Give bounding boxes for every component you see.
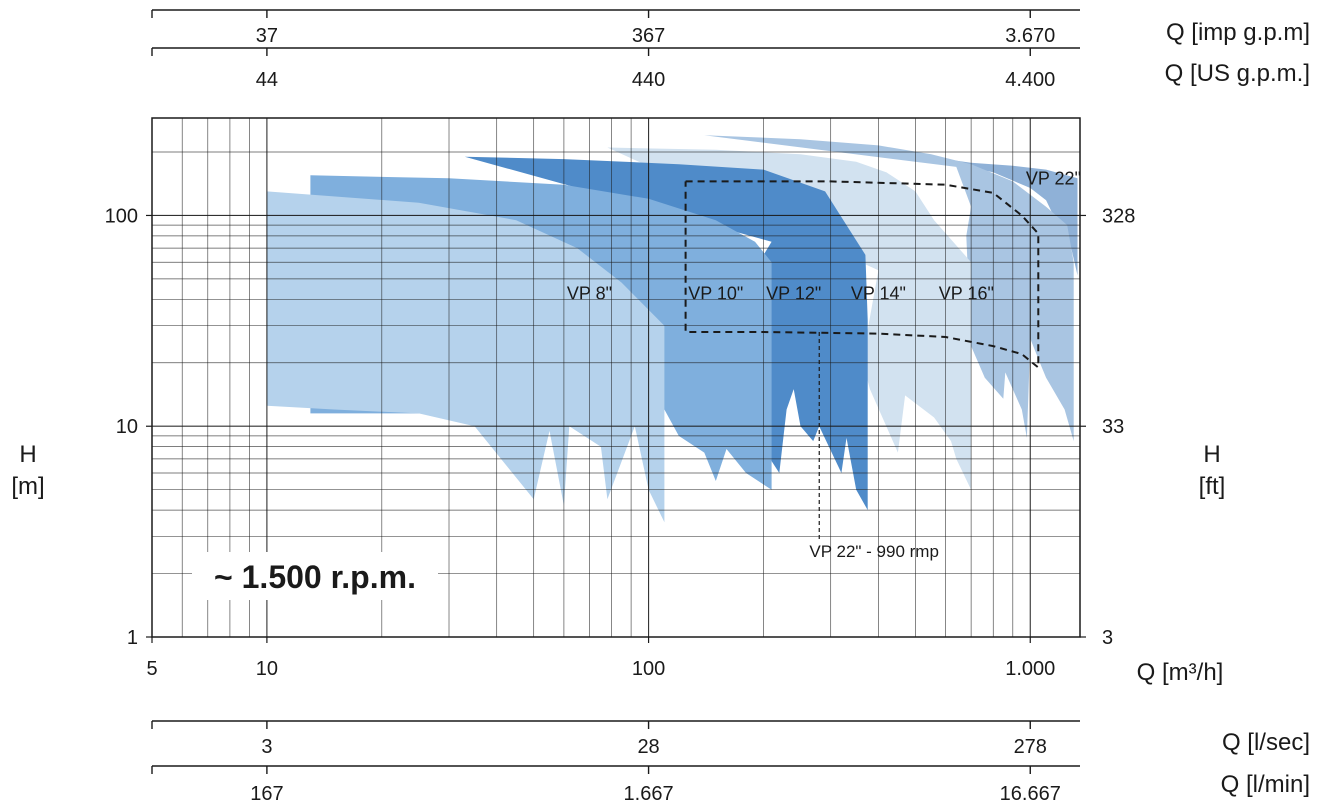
dashed-region: VP 22" - 990 rmp [684, 180, 1040, 561]
axis-tick-label-lmin-0: 167 [250, 783, 283, 805]
y-right-label-symbol: H [1203, 441, 1220, 468]
x-tick-label-3: 1.000 [1005, 658, 1055, 680]
axis-title-imp: Q [imp g.p.m] [1166, 19, 1310, 46]
series-area-0 [928, 156, 1078, 276]
x-tick-label-1: 10 [256, 658, 278, 680]
axis-tick-label-imp-0: 37 [256, 25, 278, 47]
series-area-2 [607, 147, 972, 490]
axis-tick-label-lsec-0: 3 [261, 736, 272, 758]
y-left-tick-label-2: 100 [105, 205, 138, 227]
axis-tick-label-us-0: 44 [256, 69, 278, 91]
dashed-region-label: VP 22" - 990 rmp [809, 542, 939, 561]
axis-tick-label-imp-2: 3.670 [1005, 25, 1055, 47]
series-label-1: VP 10" [688, 283, 743, 303]
plot-area: VP 22" - 990 rmp VP 8" VP 10" VP 12" VP 14"… [151, 117, 1081, 638]
x-tick-label-2: 100 [632, 658, 665, 680]
y-left-label-unit: [m] [11, 473, 44, 500]
axis-tick-label-imp-1: 367 [632, 25, 665, 47]
axis-tick-label-us-2: 4.400 [1005, 69, 1055, 91]
axis-tick-label-lsec-1: 28 [637, 736, 659, 758]
series-area-1 [704, 135, 1074, 442]
x-axis: 5 10 100 1.000 Q [m³/h] [146, 637, 1223, 686]
series-label-2: VP 12" [766, 283, 821, 303]
axis-title-us: Q [US g.p.m.] [1165, 60, 1310, 87]
axis-tick-label-lmin-1: 1.667 [624, 783, 674, 805]
bottom-secondary-axes: 3 28 278 Q [l/sec] 167 1.667 16.667 Q [l/min] [151, 720, 1310, 805]
x-axis-label: Q [m³/h] [1137, 659, 1224, 686]
top-secondary-axes: 37 367 3.670 Q [imp g.p.m] 44 440 4.400 Q [US g… [151, 9, 1310, 91]
y-right-label-unit: [ft] [1199, 473, 1226, 500]
axis-title-lsec: Q [l/sec] [1222, 729, 1310, 756]
axis-tick-label-us-1: 440 [632, 69, 665, 91]
series-area-5 [266, 191, 665, 523]
y-left-tick-label-1: 10 [116, 416, 138, 438]
plot-frame [151, 117, 1081, 638]
y-left-label-symbol: H [19, 441, 36, 468]
rpm-annotation-text: ~ 1.500 r.p.m. [214, 559, 416, 595]
axis-tick-label-lsec-2: 278 [1014, 736, 1047, 758]
rpm-annotation-bg [192, 552, 438, 600]
series-label-5: VP 22" [1026, 169, 1081, 189]
series-labels: VP 8" VP 10" VP 12" VP 14" VP 16" VP 22" [567, 169, 1081, 304]
series-label-0: VP 8" [567, 283, 612, 303]
dashed-outline [684, 180, 1040, 370]
rpm-annotation: ~ 1.500 r.p.m. [192, 552, 438, 600]
y-right-tick-label-0: 3 [1102, 627, 1113, 649]
series-label-3: VP 14" [851, 283, 906, 303]
axis-tick-label-lmin-2: 16.667 [1000, 783, 1061, 805]
series-layer [266, 135, 1078, 523]
y-right-tick-label-2: 328 [1102, 205, 1135, 227]
axis-title-lmin: Q [l/min] [1221, 771, 1310, 798]
y-right-tick-label-1: 33 [1102, 416, 1124, 438]
y-left-tick-label-0: 1 [127, 627, 138, 649]
x-tick-label-0: 5 [146, 658, 157, 680]
series-label-4: VP 16" [939, 283, 994, 303]
